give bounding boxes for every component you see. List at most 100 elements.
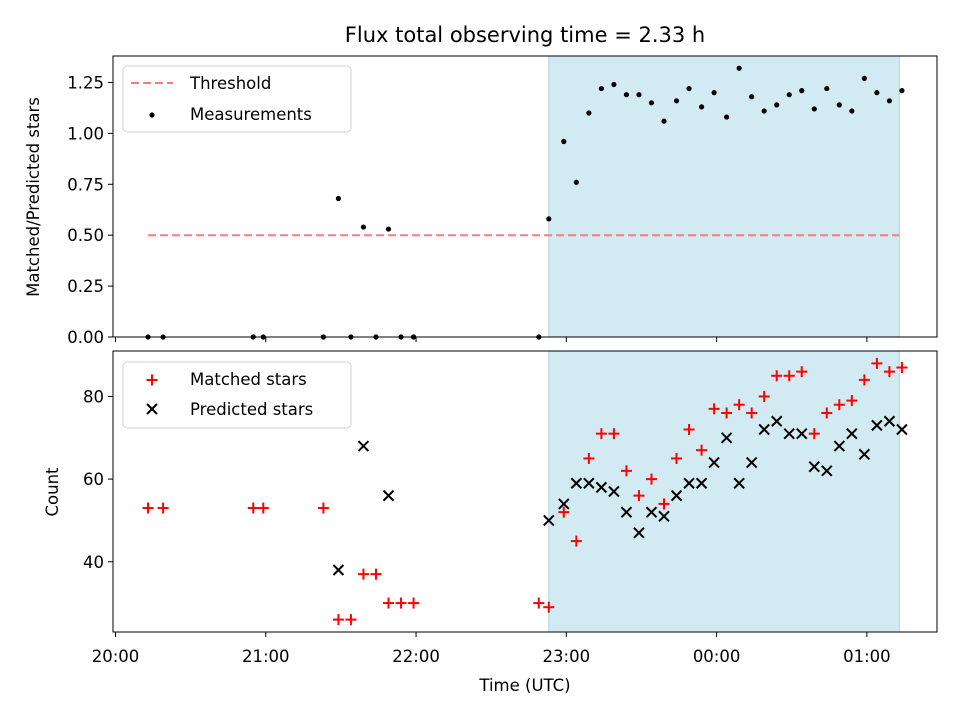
predicted-star-point [720, 432, 733, 444]
matched-star-point [858, 374, 870, 386]
top-shaded-span [548, 55, 900, 338]
legend-measurements-label: Measurements [190, 105, 312, 124]
matched-star-point [846, 395, 858, 407]
measurement-point [673, 98, 680, 104]
xtick-label: 20:00 [92, 647, 140, 666]
bottom-axes-frame [112, 350, 938, 633]
bottom-ytick-label: 60 [83, 470, 104, 489]
predicted-star-point [595, 481, 608, 494]
predicted-star-point [846, 427, 858, 440]
predicted-star-point [821, 465, 833, 477]
top-plot-area [145, 65, 905, 340]
matched-star-point [783, 370, 795, 382]
matched-star-point [896, 362, 908, 374]
top-panel: 0.00 0.25 0.50 0.75 1.00 1.25 Matched/Predict… [24, 55, 938, 347]
matched-star-point [821, 407, 833, 419]
predicted-star-point [670, 489, 683, 502]
matched-star-point [721, 407, 733, 419]
measurement-point [724, 114, 730, 120]
top-ytick-label: 0.75 [67, 175, 104, 194]
measurement-point [623, 92, 630, 98]
measurement-point [698, 104, 705, 110]
measurement-point [736, 65, 742, 71]
matched-star-point [357, 568, 369, 580]
measurement-point [886, 98, 893, 104]
measurement-point [799, 88, 805, 94]
top-y-ticks: 0.00 0.25 0.50 0.75 1.00 1.25 [67, 73, 113, 347]
chart-title: Flux total observing time = 2.33 h [345, 23, 705, 47]
matched-star-point [771, 370, 783, 382]
legend-predicted-cross [146, 403, 158, 415]
measurement-point [385, 226, 392, 232]
predicted-star-point [633, 527, 645, 539]
xtick-label: 22:00 [392, 647, 440, 666]
matched-star-point [708, 403, 720, 415]
top-ytick-label: 1.00 [67, 124, 104, 143]
matched-star-point [533, 597, 545, 609]
matched-star-point [796, 366, 808, 378]
predicted-star-point [695, 477, 708, 489]
matched-star-point [317, 502, 329, 514]
bottom-y-axis-label: Count [43, 467, 62, 517]
xtick-label: 00:00 [693, 647, 741, 666]
matched-star-point [142, 502, 154, 514]
legend-predicted-label: Predicted stars [190, 400, 313, 419]
top-y-axis-label: Matched/Predicted stars [24, 97, 43, 297]
predicted-star-point [708, 456, 720, 469]
measurement-point [761, 108, 767, 114]
top-ytick-label: 0.25 [67, 277, 104, 296]
bottom-y-ticks: 40 60 80 [83, 387, 113, 572]
measurement-point [899, 88, 905, 94]
measurement-point [686, 85, 692, 92]
predicted-star-point [896, 423, 908, 436]
matched-star-point [383, 597, 395, 609]
predicted-star-point [382, 489, 395, 502]
matched-star-point [543, 601, 555, 613]
matched-star-point [570, 535, 582, 547]
predicted-star-point [583, 477, 595, 489]
legend-matched-plus [146, 374, 158, 386]
matched-star-point [583, 452, 595, 464]
measurement-point [561, 138, 567, 145]
measurement-point [661, 118, 667, 124]
matched-star-point [883, 366, 895, 378]
legend-measurements-swatch [149, 112, 155, 118]
matched-star-point [408, 597, 420, 609]
predicted-star-point [620, 506, 633, 518]
x-axis-label: Time (UTC) [478, 676, 570, 695]
bottom-panel: 40 60 80 20:00 21:00 22:00 23:00 00:00 01:00 Co… [43, 350, 938, 695]
measurement-point [546, 216, 552, 222]
top-legend: Threshold Measurements [122, 65, 352, 133]
top-ytick-label: 1.25 [67, 73, 104, 92]
measurement-point [335, 195, 342, 202]
matched-star-point [833, 399, 845, 411]
matched-star-point [645, 473, 657, 485]
matched-star-point [871, 357, 883, 369]
matched-star-point [345, 614, 357, 626]
predicted-star-point [833, 440, 846, 452]
bottom-x-ticks: 20:00 21:00 22:00 23:00 00:00 01:00 [92, 632, 891, 666]
predicted-star-point [808, 460, 820, 473]
matched-star-point [658, 498, 670, 510]
predicted-star-point [683, 477, 695, 489]
measurement-point [824, 85, 830, 92]
measurement-point [586, 110, 592, 116]
matched-star-point [808, 428, 820, 440]
matched-star-point [620, 465, 632, 477]
predicted-star-point [745, 456, 758, 469]
matched-star-point [157, 502, 169, 514]
bottom-ytick-label: 40 [83, 553, 104, 572]
matched-star-point [696, 444, 708, 456]
top-axes-frame [112, 55, 938, 338]
measurement-point [874, 90, 880, 96]
predicted-star-point [543, 514, 555, 527]
legend-threshold-label: Threshold [189, 74, 271, 93]
matched-star-point [683, 424, 695, 436]
matched-star-point [608, 428, 620, 440]
matched-star-point [332, 614, 344, 626]
predicted-star-point [758, 423, 770, 436]
matched-star-point [558, 506, 570, 518]
predicted-star-point [645, 506, 658, 518]
top-legend-box [122, 65, 352, 133]
